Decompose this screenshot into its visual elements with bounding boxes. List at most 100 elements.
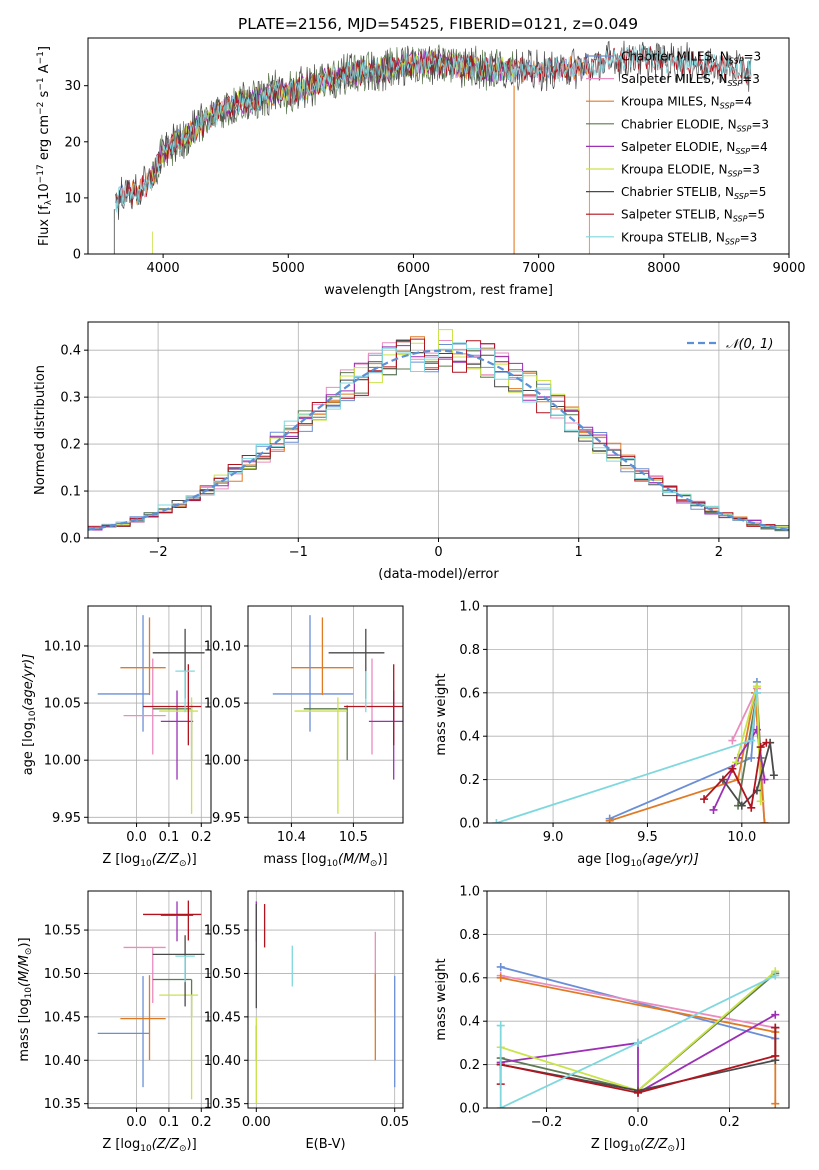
axes-frame (247, 605, 404, 824)
x-tick-label: 2 (715, 545, 723, 560)
y-tick-label: 30 (64, 79, 81, 94)
weight-marker (747, 736, 756, 745)
x-tick-label: 10.4 (277, 830, 306, 845)
errorbar-salpeter-stelib (143, 664, 202, 746)
errorbar-chabrier-elodie (152, 705, 193, 761)
spectrum-line-kroupa-elodie (150, 50, 514, 185)
y-axis-label: Flux [fλ10−17 erg cm−2 s−1 A−1] (36, 46, 54, 246)
legend-label: Kroupa MILES, NSSP=4 (621, 95, 752, 111)
weight-marker (771, 1010, 780, 1019)
plot-area (272, 615, 403, 814)
y-tick-label: 0.0 (60, 532, 81, 547)
legend-label: Chabrier ELODIE, NSSP=3 (621, 117, 769, 133)
y-tick-label: 10.45 (44, 1010, 81, 1025)
x-axis-label: Z [log10(Z/Z⊙)] (102, 1137, 196, 1154)
y-tick-label: 9.95 (212, 811, 241, 826)
x-axis-label: mass [log10(M/M⊙)] (263, 852, 387, 869)
x-tick-label: 5000 (272, 261, 305, 276)
y-axis-label: mass weight (434, 673, 449, 755)
weight-marker (496, 962, 505, 971)
x-axis-label: Z [log10(Z/Z⊙)] (102, 852, 196, 869)
legend-entry-salpeter-elodie: Salpeter ELODIE, NSSP=4 (586, 140, 768, 156)
errorbar-chabrier-miles (97, 615, 150, 732)
weight-marker (771, 971, 780, 980)
weight-marker (634, 1038, 642, 1047)
y-axis-label: mass weight (434, 958, 449, 1040)
x-tick-label: −0.2 (531, 1115, 563, 1130)
legend-entry-chabrier-miles: Chabrier MILES, NSSP=3 (586, 50, 761, 66)
axes-frame (247, 890, 404, 1109)
x-axis-label: (data-model)/error (378, 567, 499, 582)
panel-weight_vs_age: 9.0 9.5 10.0 0.0 0.2 0.4 0.6 0.8 1.0 age [log10(a… (434, 600, 790, 869)
figure-title: PLATE=2156, MJD=54525, FIBERID=0121, z=0… (238, 15, 638, 33)
x-tick-label: 0.2 (719, 1115, 740, 1130)
weight-marker (496, 973, 505, 982)
x-tick-label: 9000 (772, 261, 805, 276)
y-tick-label: 10.00 (204, 754, 241, 769)
errorbar-salpeter-stelib (344, 664, 403, 746)
y-tick-label: 0.4 (459, 1015, 480, 1030)
y-tick-label: 10.05 (204, 697, 241, 712)
x-tick-label: 1 (575, 545, 583, 560)
weight-marker (747, 803, 756, 812)
plot-area (255, 901, 396, 1104)
legend-entry-kroupa-stelib: Kroupa STELIB, NSSP=3 (586, 230, 757, 246)
y-tick-label: 10.45 (204, 1010, 241, 1025)
y-tick-label: 10.00 (44, 754, 81, 769)
y-tick-label: 20 (64, 135, 81, 150)
y-tick-label: 0.2 (60, 438, 81, 453)
y-tick-label: 0.4 (60, 344, 81, 359)
x-tick-label: 0.0 (126, 1115, 147, 1130)
plot-area (97, 615, 205, 814)
x-tick-label: 0.2 (191, 1115, 212, 1130)
legend-label: Chabrier MILES, NSSP=3 (621, 50, 761, 66)
legend-label: Salpeter MILES, NSSP=3 (621, 72, 760, 88)
weight-marker (732, 758, 741, 767)
y-tick-label: 0.0 (459, 817, 480, 832)
errorbar-kroupa-elodie (294, 697, 348, 814)
legend-label: Kroupa ELODIE, NSSP=3 (621, 163, 760, 179)
weight-line-kroupa-stelib (499, 974, 776, 1108)
y-tick-label: 10 (64, 191, 81, 206)
axes-frame (87, 37, 790, 255)
errorbar-salpeter-elodie (368, 690, 403, 780)
normal-curve (88, 349, 789, 531)
weight-marker (634, 1088, 642, 1097)
weight-line-kroupa-stelib (496, 692, 758, 823)
weight-marker (769, 771, 778, 780)
errorbar-chabrier-elodie (303, 705, 348, 761)
weight-marker (728, 736, 737, 745)
x-tick-label: 0.1 (159, 830, 180, 845)
errorbar-chabrier-stelib (328, 628, 385, 699)
errorbar-salpeter-miles (123, 946, 166, 1003)
weight-marker (700, 795, 709, 804)
plot-area (113, 40, 752, 254)
errorbar-chabrier-stelib (152, 628, 205, 699)
y-tick-label: 0.4 (459, 730, 480, 745)
weight-marker (771, 1099, 780, 1108)
histogram-salpeter-stelib (88, 338, 789, 530)
legend-entry-kroupa-elodie: Kroupa ELODIE, NSSP=3 (586, 163, 760, 179)
y-tick-label: 0.2 (459, 773, 480, 788)
errorbar-kroupa-stelib (175, 955, 195, 983)
weight-marker (771, 1051, 780, 1060)
weight-line-salpeter-miles (500, 974, 776, 1029)
y-tick-label: 10.10 (44, 639, 81, 654)
weight-marker (605, 816, 614, 823)
y-axis-label: age [log10(age/yr)] (21, 654, 38, 776)
y-tick-label: 0.0 (459, 1102, 480, 1117)
legend-label: Salpeter STELIB, NSSP=5 (621, 208, 765, 224)
weight-line-chabrier-miles (609, 681, 758, 820)
errorbar-kroupa-miles (120, 617, 166, 696)
legend-entry-kroupa-miles: Kroupa MILES, NSSP=4 (586, 95, 752, 111)
weight-line-chabrier-miles (500, 966, 776, 1040)
weight-marker (752, 688, 761, 697)
weight-marker (737, 801, 746, 810)
x-tick-label: 7000 (522, 261, 555, 276)
errorbar-kroupa-stelib (175, 670, 195, 713)
legend-label: 𝒩(0, 1) (726, 337, 773, 352)
y-tick-label: 10.35 (44, 1097, 81, 1112)
x-axis-label: wavelength [Angstrom, rest frame] (324, 283, 553, 298)
weight-marker (752, 725, 761, 734)
